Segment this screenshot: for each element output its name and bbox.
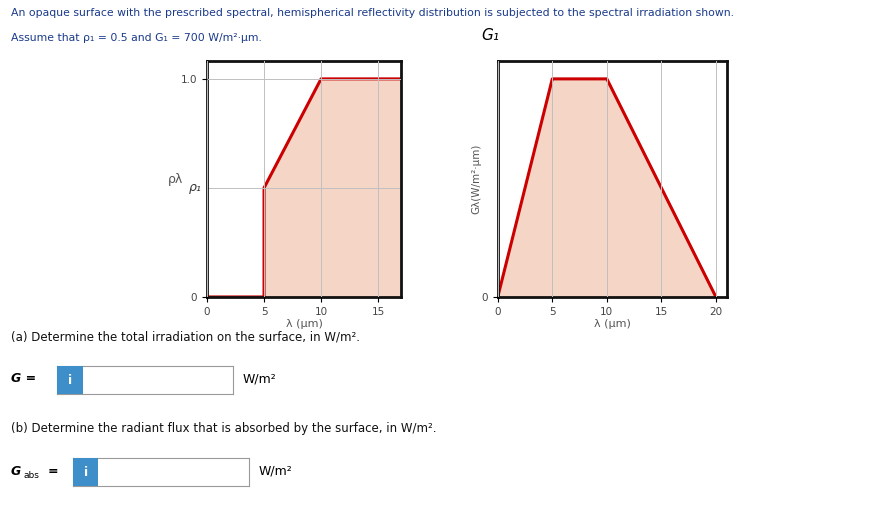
Text: An opaque surface with the prescribed spectral, hemispherical reflectivity distr: An opaque surface with the prescribed sp… (11, 8, 734, 18)
Text: i: i (68, 374, 72, 387)
Text: (a) Determine the total irradiation on the surface, in W/m².: (a) Determine the total irradiation on t… (11, 330, 359, 343)
Text: W/m²: W/m² (258, 464, 292, 478)
Text: ρ₁: ρ₁ (189, 181, 202, 195)
X-axis label: λ (μm): λ (μm) (285, 319, 322, 329)
Text: i: i (84, 466, 88, 479)
Text: W/m²: W/m² (242, 372, 276, 386)
X-axis label: λ (μm): λ (μm) (594, 319, 631, 329)
Text: =: = (48, 464, 58, 478)
Y-axis label: Gλ(W/m²·μm): Gλ(W/m²·μm) (471, 144, 481, 215)
Text: abs: abs (24, 471, 40, 480)
Text: G₁: G₁ (482, 28, 500, 42)
Text: Assume that ρ₁ = 0.5 and G₁ = 700 W/m²·μm.: Assume that ρ₁ = 0.5 and G₁ = 700 W/m²·μ… (11, 33, 262, 44)
Text: (b) Determine the radiant flux that is absorbed by the surface, in W/m².: (b) Determine the radiant flux that is a… (11, 422, 436, 435)
Text: G =: G = (11, 372, 36, 386)
Y-axis label: ρλ: ρλ (167, 173, 183, 186)
Text: G: G (11, 464, 21, 478)
